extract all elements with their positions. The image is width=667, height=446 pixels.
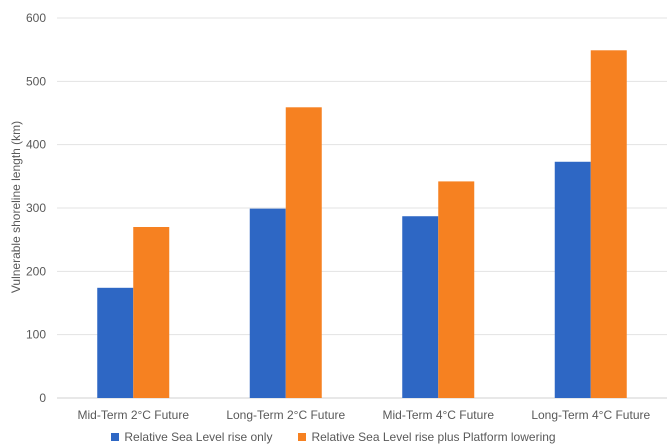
bar-rsl-platform-2 [438, 181, 475, 398]
y-axis-label: Vulnerable shoreline length (km) [9, 121, 23, 293]
bars [97, 50, 627, 399]
bar-rsl-only-1 [249, 208, 286, 398]
legend-item-rsl-only: Relative Sea Level rise only [111, 430, 272, 444]
y-axis-ticks: 0 100 200 300 400 500 600 [26, 11, 46, 405]
y-tick-label: 0 [39, 391, 46, 405]
x-axis-ticks: Mid-Term 2°C Future Long-Term 2°C Future M… [78, 408, 651, 422]
bar-rsl-platform-0 [133, 227, 170, 398]
bar-rsl-platform-3 [590, 50, 627, 399]
y-tick-label: 300 [26, 201, 46, 215]
y-tick-label: 600 [26, 11, 46, 25]
legend-label-rsl-platform: Relative Sea Level rise plus Platform lo… [311, 430, 556, 444]
bar-rsl-only-0 [97, 287, 134, 398]
bar-rsl-only-2 [402, 216, 439, 398]
legend-swatch-rsl-platform [298, 433, 307, 441]
x-tick-label: Mid-Term 2°C Future [78, 408, 190, 422]
x-tick-label: Mid-Term 4°C Future [383, 408, 495, 422]
bar-rsl-only-3 [554, 161, 591, 398]
y-tick-label: 500 [26, 74, 46, 88]
bar-chart: 0 100 200 300 400 500 600 Vulnerable shoreline… [9, 11, 667, 422]
y-tick-label: 100 [26, 328, 46, 342]
x-tick-label: Long-Term 4°C Future [531, 408, 650, 422]
legend-label-rsl-only: Relative Sea Level rise only [124, 430, 273, 444]
bar-rsl-platform-1 [285, 107, 322, 399]
legend-item-rsl-platform: Relative Sea Level rise plus Platform lo… [298, 430, 556, 444]
y-tick-label: 400 [26, 138, 46, 152]
y-tick-label: 200 [26, 264, 46, 278]
x-tick-label: Long-Term 2°C Future [226, 408, 345, 422]
legend-swatch-rsl-only [111, 433, 120, 441]
legend: Relative Sea Level rise only Relative Se… [0, 428, 667, 446]
